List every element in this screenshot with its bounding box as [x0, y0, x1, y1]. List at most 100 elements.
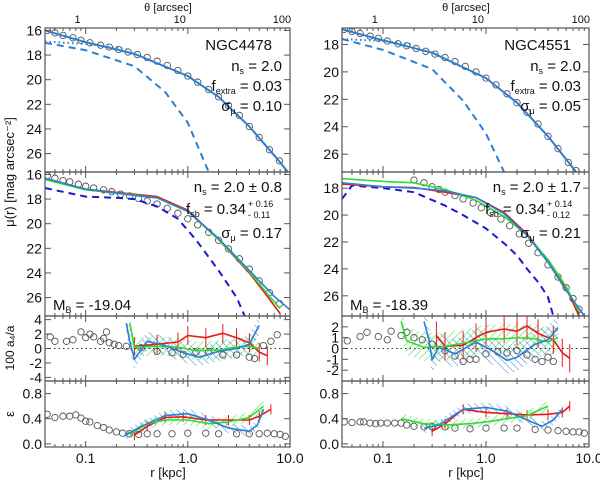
green-profile: [128, 323, 260, 352]
x-axis-label-left: r [kpc]: [150, 465, 185, 480]
data-point: [544, 353, 552, 361]
panel-model: 16 18 20 22 24 26 NGC4478 ns = 2.0 fextra = 0.03…: [26, 22, 291, 173]
y-tick-label: 18: [323, 36, 339, 52]
data-point: [410, 334, 418, 342]
data-point: [492, 81, 500, 89]
y-tick-label: 18: [26, 191, 42, 207]
fsb-minus-error: - 0.12: [547, 210, 570, 220]
plot-area: [45, 28, 289, 172]
y-tick-label: 0.8: [320, 386, 340, 402]
data-point: [99, 186, 108, 194]
y-tick-label: 20: [323, 64, 339, 80]
top-tick-label: 1: [75, 14, 81, 26]
top-tick-label: 10: [472, 14, 484, 26]
data-point: [205, 85, 213, 94]
data-point: [534, 120, 542, 128]
y-tick-label: 22: [323, 91, 339, 107]
data-point: [562, 427, 570, 435]
sersic-inner-line: [45, 40, 127, 50]
blue-error-band: [124, 404, 264, 441]
data-point: [105, 339, 113, 347]
plot-area: [45, 316, 290, 369]
data-point: [383, 336, 391, 344]
data-point: [391, 419, 399, 427]
data-point: [93, 421, 101, 430]
data-point: [184, 72, 192, 80]
data-point: [544, 426, 552, 434]
data-point: [255, 430, 263, 438]
data-point: [214, 430, 223, 438]
y-tick-label: 20: [26, 216, 42, 232]
absolute-magnitude-label: MB = -19.04: [53, 297, 131, 315]
data-point: [410, 422, 418, 430]
data-point: [575, 428, 583, 436]
data-point: [531, 355, 539, 363]
blue-error-band: [424, 316, 558, 375]
data-point: [105, 426, 113, 434]
data-point: [554, 145, 562, 153]
x-tick-label: 10.0: [276, 450, 303, 466]
data-point: [259, 341, 268, 350]
data-point: [194, 221, 202, 229]
y-tick-label: 2: [34, 326, 42, 342]
data-point: [153, 430, 161, 438]
data-point: [503, 90, 511, 98]
data-point: [374, 332, 382, 341]
data-point: [544, 132, 552, 140]
data-point: [265, 146, 274, 154]
y-tick-label: 4: [34, 312, 42, 328]
data-point: [168, 349, 176, 357]
data-point: [82, 334, 90, 342]
data-point: [270, 430, 278, 438]
data-point: [525, 239, 533, 247]
y-axis-label-a4: 100 a₄/a: [3, 325, 17, 370]
data-point: [267, 337, 275, 345]
plot-area: [342, 176, 585, 316]
y-tick-label: 0: [331, 341, 339, 357]
data-point: [143, 430, 151, 438]
data-point: [482, 74, 490, 82]
fsb-annotation: fsb = 0.34: [485, 201, 545, 219]
data-point: [45, 410, 51, 418]
data-point: [232, 430, 241, 438]
data-point: [232, 351, 241, 359]
x-tick-label: 0.1: [76, 450, 96, 466]
data-point: [477, 204, 485, 212]
red-profile: [133, 408, 272, 436]
data-point: [418, 336, 426, 344]
data-point: [77, 328, 85, 336]
y-tick-label: 24: [323, 261, 339, 277]
data-point: [503, 349, 511, 357]
y-tick-label: 0.8: [23, 386, 43, 402]
data-point: [184, 429, 192, 437]
panel-isophote: 16 18 20 22 24 26 ns = 2.0 ± 0.8 fsb = 0.34 + 0.…: [26, 166, 291, 317]
data-point: [114, 341, 123, 350]
data-point: [466, 425, 474, 433]
data-point: [513, 347, 521, 355]
y-tick-label: 0.0: [23, 436, 43, 452]
top-tick-label: 100: [273, 14, 291, 26]
top-tick-label: 100: [572, 14, 590, 26]
data-point: [224, 245, 233, 253]
blue-profile: [45, 177, 290, 311]
y-tick-label: 16: [26, 166, 42, 182]
data-point: [500, 424, 508, 432]
x-axis-label-right: r [kpc]: [448, 465, 483, 480]
sigma-annotation: σμ = 0.17: [221, 225, 282, 243]
data-point: [224, 101, 233, 110]
data-point: [506, 222, 514, 230]
panel-frame: [44, 380, 291, 448]
data-point: [513, 424, 521, 432]
panel-frame: [341, 380, 590, 448]
data-point: [397, 331, 405, 340]
y-tick-label: 26: [26, 146, 42, 162]
y-tick-label: 0.4: [23, 411, 43, 427]
data-point: [580, 429, 588, 437]
data-point: [194, 78, 202, 86]
fsb-plus-error: + 0.14: [547, 199, 572, 209]
ns-annotation: ns = 2.0: [530, 58, 581, 76]
data-point: [112, 428, 121, 436]
panel-ellipticity: 0.0 0.4 0.8: [320, 380, 590, 452]
